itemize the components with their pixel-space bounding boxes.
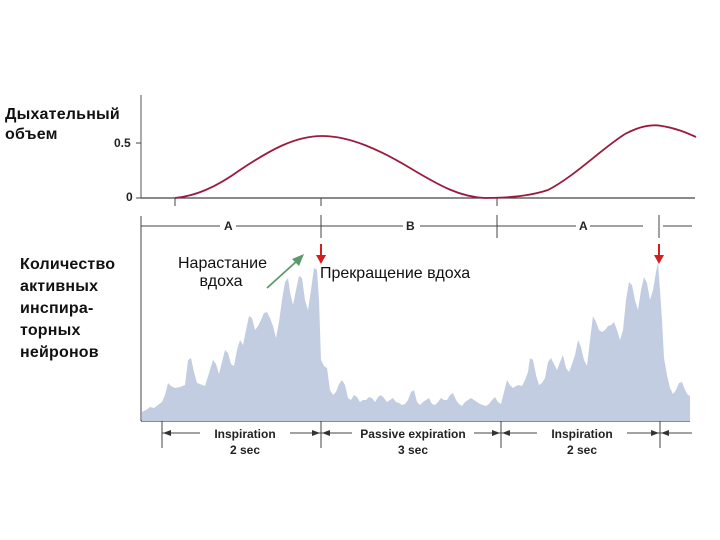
ramp-arrow [266, 254, 304, 289]
stop-annotation: Прекращение вдоха [320, 265, 471, 282]
timeline-segment-1-duration: 2 sec [229, 443, 261, 457]
timeline-segment-1: Inspiration 2 sec [200, 426, 290, 458]
phase-label-a2: A [579, 219, 588, 233]
phase-label-b: B [406, 219, 415, 233]
neuron-label-line2: активных [20, 278, 99, 295]
timeline-segment-2-duration: 3 sec [397, 443, 429, 457]
ytick-0-5: 0.5 [114, 136, 131, 150]
timeline-segment-2: Passive expiration 3 sec [352, 426, 474, 458]
neuron-label-line5: нейронов [20, 344, 99, 361]
tidal-volume-label-line2: объем [5, 126, 58, 143]
neuron-label-line4: торных [20, 322, 81, 339]
ramp-annotation-line1: Нарастание [178, 255, 267, 272]
tidal-volume-label-line1: Дыхательный [5, 106, 120, 123]
timeline-segment-1-name: Inspiration [214, 427, 276, 441]
timeline-segment-3: Inspiration 2 sec [537, 426, 627, 458]
timeline-segment-3-duration: 2 sec [566, 443, 598, 457]
ramp-annotation-line2: вдоха [199, 273, 243, 290]
ramp-annotation: Нарастание вдоха [178, 255, 267, 291]
timeline-segment-3-name: Inspiration [551, 427, 613, 441]
tidal-volume-label: Дыхательный объем [5, 105, 120, 145]
timeline-segment-2-name: Passive expiration [360, 427, 466, 441]
neuron-label-line3: инспира- [20, 300, 94, 317]
tidal-volume-curve [174, 124, 697, 199]
neuron-label-line1: Количество [20, 256, 116, 273]
phase-label-a1: A [224, 219, 233, 233]
neuron-count-label: Количество активных инспира- торных нейр… [20, 254, 115, 364]
neuron-activity-area [142, 262, 690, 421]
ytick-0: 0 [126, 190, 133, 204]
tidal-volume-axes [136, 95, 695, 206]
phase-bar [140, 215, 692, 240]
stop-arrow-1 [316, 244, 326, 264]
stop-arrow-2 [654, 244, 664, 264]
